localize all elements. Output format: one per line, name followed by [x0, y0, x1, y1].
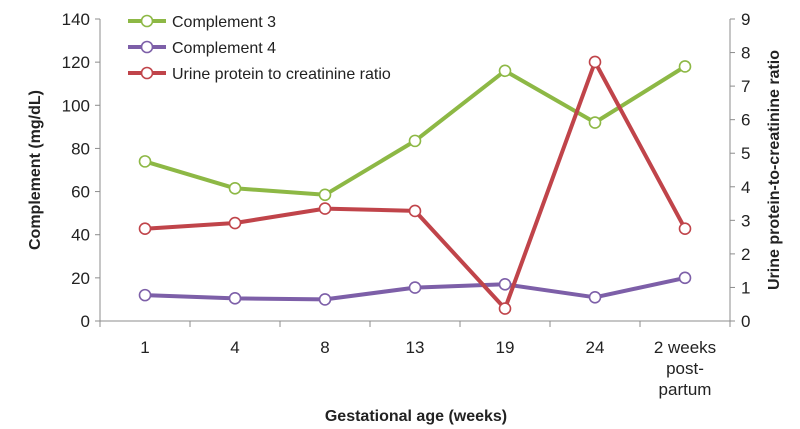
series-3-point: [318, 202, 332, 215]
x-tick-label: 24: [586, 338, 605, 357]
right-y-tick-label: 5: [741, 144, 750, 163]
right-y-tick-label: 7: [741, 77, 750, 96]
series-3-point: [408, 204, 422, 218]
right-y-tick-label: 1: [741, 278, 750, 297]
series-1-point: [498, 64, 512, 78]
left-y-tick-label: 0: [81, 312, 90, 331]
x-tick-label: 4: [230, 338, 239, 357]
series-2-point: [138, 288, 152, 302]
right-y-tick-label: 9: [741, 10, 750, 29]
series-line-1: [143, 64, 687, 197]
series-3-point: [138, 222, 152, 236]
left-y-tick-label: 40: [71, 226, 90, 245]
series-1-point: [408, 134, 422, 148]
right-y-tick-label: 4: [741, 178, 750, 197]
x-axis-title: Gestational age (weeks): [325, 408, 507, 425]
x-tick-label: 19: [496, 338, 515, 357]
legend-marker-1: [140, 14, 154, 28]
series-2-point: [408, 281, 422, 294]
left-y-tick-label: 80: [71, 139, 90, 158]
legend-label-3: Urine protein to creatinine ratio: [172, 66, 391, 83]
right-y-tick-label: 6: [741, 111, 750, 130]
right-y-tick-label: 3: [741, 211, 750, 230]
legend-label-1: Complement 3: [172, 14, 276, 31]
series-1-point: [678, 60, 692, 73]
series-1-point: [588, 116, 602, 129]
series-3-point: [588, 55, 602, 69]
series-2-point: [498, 278, 512, 291]
series-3-point: [678, 222, 692, 236]
axes: 0 20 40 60 80 100 120 140 0 1 2 3 4 5 6 7 8 9 1 4 8 13 19 24 2 w…: [62, 10, 751, 399]
left-y-axis-title: Complement (mg/dL): [27, 90, 44, 250]
series-2-point: [678, 271, 692, 285]
left-y-tick-label: 120: [62, 53, 90, 72]
series-layer: [138, 55, 692, 315]
series-1-point: [318, 188, 332, 202]
legend: Complement 3 Complement 4 Urine protein to…: [128, 14, 391, 83]
legend-marker-2: [140, 40, 154, 54]
legend-label-2: Complement 4: [172, 40, 276, 57]
series-2-point: [588, 290, 602, 304]
right-y-tick-label: 2: [741, 245, 750, 264]
series-2-point: [318, 293, 332, 306]
left-y-tick-label: 100: [62, 96, 90, 115]
series-3-point: [498, 302, 512, 315]
right-y-tick-label: 8: [741, 44, 750, 63]
right-y-axis-title: Urine protein-to-creatinine ratio: [766, 50, 783, 290]
x-tick-label: 8: [320, 338, 329, 357]
x-tick-label: 2 weeks post-partum: [654, 338, 716, 399]
x-tick-label: 13: [406, 338, 425, 357]
x-tick-label: 1: [140, 338, 149, 357]
legend-marker-3: [140, 66, 154, 80]
series-2-point: [228, 292, 242, 305]
left-y-tick-label: 20: [71, 269, 90, 288]
right-y-tick-label: 0: [741, 312, 750, 331]
left-y-tick-label: 60: [71, 183, 90, 202]
series-1-point: [228, 182, 242, 195]
left-y-tick-label: 140: [62, 10, 90, 29]
series-1-point: [138, 155, 152, 168]
series-3-point: [228, 216, 242, 230]
